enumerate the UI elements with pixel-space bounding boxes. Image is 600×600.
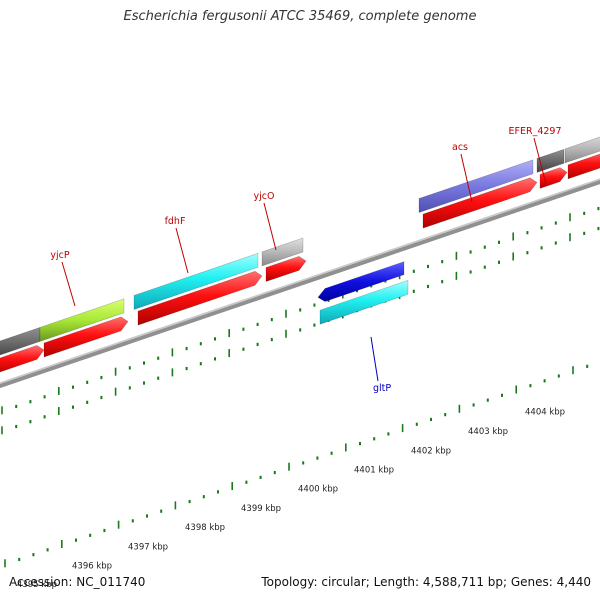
genome-summary: Topology: circular; Length: 4,588,711 bp… bbox=[261, 575, 591, 589]
gene-gltP bbox=[317, 261, 405, 302]
gene-acs bbox=[418, 159, 534, 213]
gene-label: EFER_4297 bbox=[509, 126, 562, 137]
kbp-tick-label: 4401 kbp bbox=[354, 466, 394, 476]
cds-red-bar bbox=[539, 167, 568, 189]
cds-red-bar bbox=[0, 345, 45, 373]
gene-yjcP bbox=[39, 298, 125, 342]
backbone-highlight bbox=[0, 178, 600, 384]
kbp-tick-label: 4402 kbp bbox=[411, 446, 451, 456]
gene-label: yjcP bbox=[50, 250, 69, 261]
kbp-tick-label: 4399 kbp bbox=[241, 504, 281, 514]
cds-red-bar bbox=[43, 316, 129, 358]
gene-label: fdhF bbox=[165, 216, 186, 227]
cds-red-bar bbox=[567, 153, 600, 180]
kbp-tick-label: 4395 kbp bbox=[17, 580, 57, 590]
gene-yjcO bbox=[261, 237, 304, 267]
gene-EFER_4297 bbox=[536, 148, 565, 173]
gene-fdhF bbox=[133, 252, 259, 310]
gene-label-leader bbox=[263, 202, 277, 251]
cds-red-bar bbox=[422, 177, 538, 229]
map-title: Escherichia fergusonii ATCC 35469, compl… bbox=[123, 9, 477, 24]
kbp-tick-label: 4397 kbp bbox=[128, 542, 168, 552]
track-layer bbox=[0, 178, 600, 389]
gene-label-leader bbox=[175, 227, 189, 274]
label-layer: 4395 kbp 4396 kbp 4397 kbp 4398 kbp 4399 kbp… bbox=[17, 126, 565, 590]
gene-label: acs bbox=[452, 142, 468, 153]
kbp-tick-label: 4403 kbp bbox=[468, 427, 508, 437]
kbp-tick-label: 4404 kbp bbox=[525, 408, 565, 418]
gene-label-leader bbox=[61, 261, 76, 307]
cds-red-bar bbox=[265, 256, 307, 282]
gene-label: yjcO bbox=[254, 191, 275, 202]
accession-label: Accession: NC_011740 bbox=[9, 575, 146, 589]
kbp-tick-label: 4398 kbp bbox=[185, 523, 225, 533]
tick-layer bbox=[1, 206, 600, 568]
gene-grey-right bbox=[564, 136, 600, 164]
gene-label-leader bbox=[370, 336, 379, 382]
gene-label: gltP bbox=[373, 383, 391, 394]
cds-cyan-bar bbox=[319, 279, 409, 325]
feature-layer bbox=[0, 136, 600, 373]
kbp-tick-label: 4396 kbp bbox=[72, 562, 112, 572]
kbp-tick-label: 4400 kbp bbox=[298, 485, 338, 495]
cds-red-bar bbox=[137, 270, 263, 326]
backbone-line bbox=[0, 179, 600, 389]
gene-label-leader bbox=[533, 137, 547, 185]
gene-label-leader bbox=[460, 153, 473, 203]
